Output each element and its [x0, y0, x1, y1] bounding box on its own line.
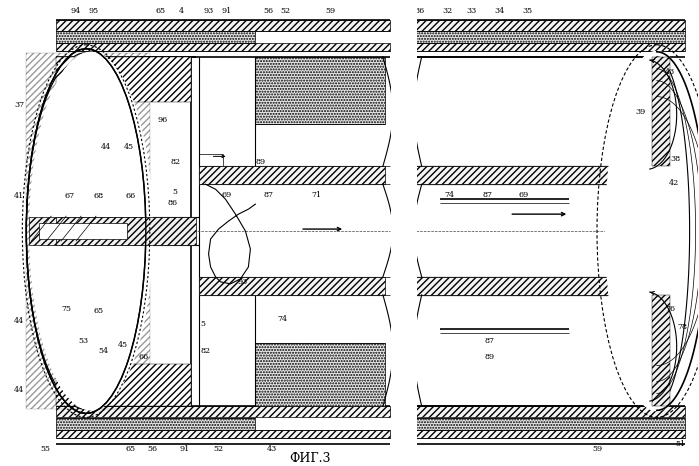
Bar	[56, 363, 191, 406]
Text: 65: 65	[126, 445, 136, 453]
Bar	[651, 295, 670, 406]
Text: 78: 78	[677, 322, 688, 331]
Text: 65: 65	[94, 307, 104, 315]
Bar	[391, 0, 417, 464]
Bar	[56, 20, 390, 31]
Bar	[56, 406, 390, 418]
Bar	[56, 57, 191, 102]
Text: 52: 52	[213, 445, 224, 453]
Text: 74: 74	[278, 315, 287, 323]
Text: 42: 42	[668, 179, 679, 187]
Text: 96: 96	[158, 116, 168, 123]
Ellipse shape	[29, 52, 153, 411]
Text: 82: 82	[171, 158, 181, 166]
Text: 43: 43	[267, 445, 278, 453]
Text: 66: 66	[126, 192, 136, 200]
Bar	[416, 43, 684, 51]
Bar	[39, 223, 127, 239]
Bar	[416, 406, 684, 418]
Bar	[56, 418, 255, 430]
Bar	[56, 217, 196, 245]
Text: 4: 4	[179, 7, 185, 15]
Text: 56: 56	[147, 445, 158, 453]
Text: 34: 34	[494, 7, 505, 15]
Text: 59: 59	[592, 445, 602, 453]
Text: 94: 94	[71, 7, 81, 15]
Text: 68: 68	[94, 192, 104, 200]
Bar	[255, 343, 385, 406]
Bar	[416, 430, 684, 438]
Text: 33: 33	[466, 7, 477, 15]
Text: 91: 91	[180, 445, 190, 453]
Text: 41: 41	[14, 192, 24, 200]
Text: 44: 44	[14, 317, 24, 325]
Text: 56: 56	[264, 7, 273, 15]
Text: 86: 86	[168, 199, 178, 207]
Text: 87: 87	[484, 336, 494, 345]
Text: 43: 43	[665, 68, 675, 75]
Bar	[27, 53, 150, 409]
Bar	[199, 166, 385, 184]
Text: 36: 36	[415, 7, 425, 15]
Text: 55: 55	[41, 445, 50, 453]
Text: 53: 53	[78, 336, 88, 345]
Text: 91: 91	[222, 7, 231, 15]
Text: 75: 75	[61, 305, 71, 313]
Text: 44: 44	[101, 144, 111, 151]
Text: 54: 54	[98, 347, 108, 355]
Text: 95: 95	[89, 7, 99, 15]
Ellipse shape	[29, 52, 153, 411]
Text: 52: 52	[280, 7, 290, 15]
Text: 59: 59	[325, 7, 335, 15]
Bar	[56, 43, 390, 51]
Text: 87: 87	[264, 191, 273, 199]
Text: 45: 45	[124, 144, 134, 151]
Text: 45: 45	[118, 341, 128, 349]
Text: 65: 65	[156, 7, 166, 15]
Text: 71: 71	[311, 191, 322, 199]
Text: 82: 82	[201, 347, 210, 355]
Text: 44: 44	[14, 386, 24, 394]
Text: 87: 87	[482, 191, 492, 199]
Ellipse shape	[27, 53, 146, 409]
Ellipse shape	[605, 51, 699, 411]
Ellipse shape	[36, 61, 136, 401]
Text: 76: 76	[665, 305, 676, 313]
Bar	[416, 418, 684, 430]
Text: 69: 69	[222, 191, 231, 199]
Text: 37: 37	[14, 101, 24, 109]
Text: 35: 35	[522, 7, 533, 15]
Text: 5: 5	[172, 188, 178, 196]
Text: 39: 39	[635, 108, 646, 116]
Text: ФИГ.3: ФИГ.3	[289, 452, 331, 465]
Text: 74: 74	[445, 191, 454, 199]
Text: 69: 69	[518, 191, 528, 199]
Bar	[416, 166, 655, 184]
Text: 89: 89	[484, 353, 494, 361]
Text: 93: 93	[237, 278, 247, 286]
Text: 32: 32	[442, 7, 453, 15]
Text: 89: 89	[255, 158, 266, 166]
Text: 70: 70	[398, 306, 411, 315]
Bar	[416, 277, 655, 295]
Bar	[199, 277, 385, 295]
Text: 67: 67	[64, 192, 74, 200]
Bar	[29, 217, 143, 245]
Bar	[56, 31, 255, 43]
Text: 66: 66	[139, 353, 149, 361]
Bar	[416, 31, 684, 43]
Text: 93: 93	[203, 7, 214, 15]
Bar	[255, 57, 385, 124]
Text: 51: 51	[676, 440, 686, 448]
Bar	[416, 20, 684, 31]
Bar	[651, 57, 670, 166]
Text: 38: 38	[670, 155, 681, 164]
Bar	[56, 430, 390, 438]
Text: 5: 5	[200, 320, 205, 328]
